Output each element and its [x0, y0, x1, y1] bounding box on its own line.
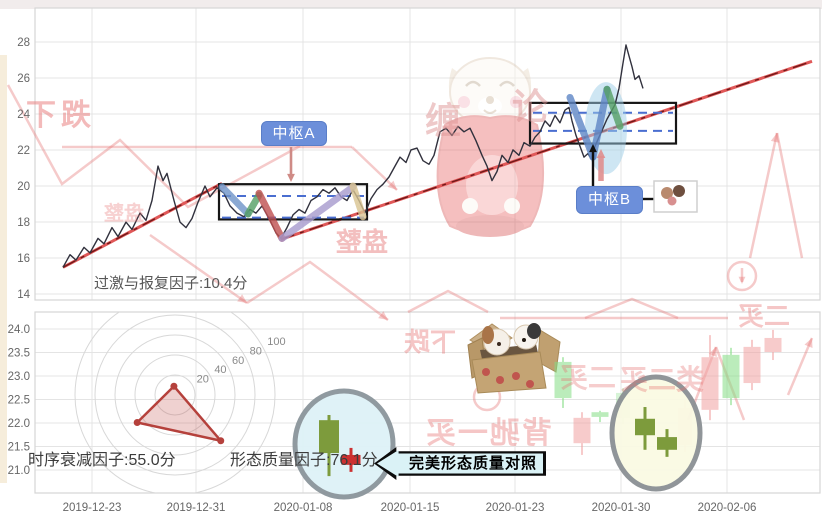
radar-polygon [134, 384, 225, 443]
candle-pink [701, 335, 719, 421]
y-tick-bottom: 21.0 [8, 465, 30, 477]
y-tick-top: 20 [17, 181, 30, 193]
puppies-photo [467, 323, 561, 394]
candle-pink [764, 329, 782, 361]
y-tick-top: 28 [17, 37, 30, 49]
y-tick-top: 14 [17, 289, 30, 301]
x-tick-date: 2020-02-06 [698, 502, 757, 514]
y-tick-top: 16 [17, 253, 30, 265]
candle-pink [743, 339, 761, 391]
linked-thumbnail-box [653, 180, 698, 213]
candle-olive [635, 407, 655, 450]
highlight-ellipse-right [609, 374, 703, 492]
candle-green [722, 347, 740, 406]
candle-red [341, 447, 361, 472]
x-tick-date: 2019-12-23 [63, 502, 122, 514]
pivot-b-label: 中枢B [576, 186, 643, 214]
perfect-pattern-callout: 完美形态质量对照 [374, 447, 546, 480]
x-tick-date: 2020-01-30 [592, 502, 651, 514]
watermark-downtrend-bottom: 下跌 [404, 327, 457, 357]
callout-text: 完美形态质量对照 [408, 455, 537, 472]
top-edge-band [0, 0, 822, 9]
stroke-segment [244, 191, 263, 218]
pivot-box-a [217, 183, 369, 221]
stroke-segment [349, 182, 367, 221]
overreaction-factor-text: 过激与报复因子:10.4分 [94, 275, 248, 292]
radar-ring-label: 100 [267, 336, 285, 348]
x-tick-date: 2019-12-31 [167, 502, 226, 514]
radar-chart: 20 40 60 80 100 [74, 312, 286, 493]
x-tick-date: 2020-01-08 [274, 502, 333, 514]
y-tick-bottom: 24.0 [8, 324, 30, 336]
pivot-a-label: 中枢A [261, 121, 327, 146]
highlight-ellipse-left [292, 388, 396, 500]
candle-olive [319, 415, 339, 477]
callout-arrow-fill [377, 450, 543, 477]
price-line [62, 44, 644, 268]
y-tick-bottom: 22.5 [8, 395, 30, 407]
y-tick-top: 18 [17, 217, 30, 229]
panel-border-1 [34, 311, 821, 494]
watermark-chan-character: 缠 [425, 100, 462, 141]
time-decay-factor-text: 时序衰减因子:55.0分 [28, 452, 176, 469]
left-edge-band [0, 55, 7, 483]
stroke-segment [603, 85, 624, 130]
x-tick-date: 2020-01-15 [381, 502, 440, 514]
dog-mascot-watermark [436, 57, 545, 237]
panel-border-0 [34, 7, 821, 301]
radar-ring-label: 80 [250, 345, 262, 357]
watermark-lun-character: 论 [512, 86, 549, 127]
candle-green [591, 410, 609, 423]
candle-pink [573, 412, 591, 455]
radar-ring-label: 60 [232, 355, 244, 367]
watermark-consolidation: 盘整 [336, 227, 389, 257]
stroke-segment [255, 189, 286, 242]
watermark-consolidation-small: 盘整 [104, 203, 144, 225]
watermark-second-buy-left: 二买 [560, 362, 617, 393]
y-tick-bottom: 22.0 [8, 418, 30, 430]
watermark-quasi-second-buy: 类二买 [620, 364, 705, 395]
annotations [287, 144, 698, 213]
candle-olive [657, 429, 677, 457]
candle-green [554, 357, 572, 408]
x-tick-date: 2020-01-23 [486, 502, 545, 514]
stroke-segment [566, 93, 597, 161]
y-tick-bottom: 23.0 [8, 371, 30, 383]
watermark-divergence-first-buy: 背驰一买 [424, 417, 552, 450]
y-tick-bottom: 23.5 [8, 348, 30, 360]
stroke-segment [278, 183, 357, 242]
stroke-segment [218, 183, 252, 218]
radar-ring-label: 20 [197, 374, 209, 386]
trend-line-dash [280, 60, 813, 240]
pattern-quality-factor-text: 形态质量因子:76.1分 [230, 452, 378, 469]
watermark-second-buy-right: 二买 [738, 301, 791, 331]
radar-ring-label: 40 [214, 364, 226, 376]
stroke-segment [589, 85, 611, 161]
watermark-downtrend-top: 下跌 [26, 99, 96, 132]
axis-labels: 28 26 24 22 20 18 16 14 24.0 23.5 23.0 22.5 22.0 21.5… [8, 37, 757, 514]
y-tick-top: 22 [17, 145, 30, 157]
y-tick-top: 26 [17, 73, 30, 85]
panel-bg-0 [35, 8, 820, 300]
y-tick-bottom: 21.5 [8, 442, 30, 454]
y-tick-top: 24 [17, 109, 30, 121]
